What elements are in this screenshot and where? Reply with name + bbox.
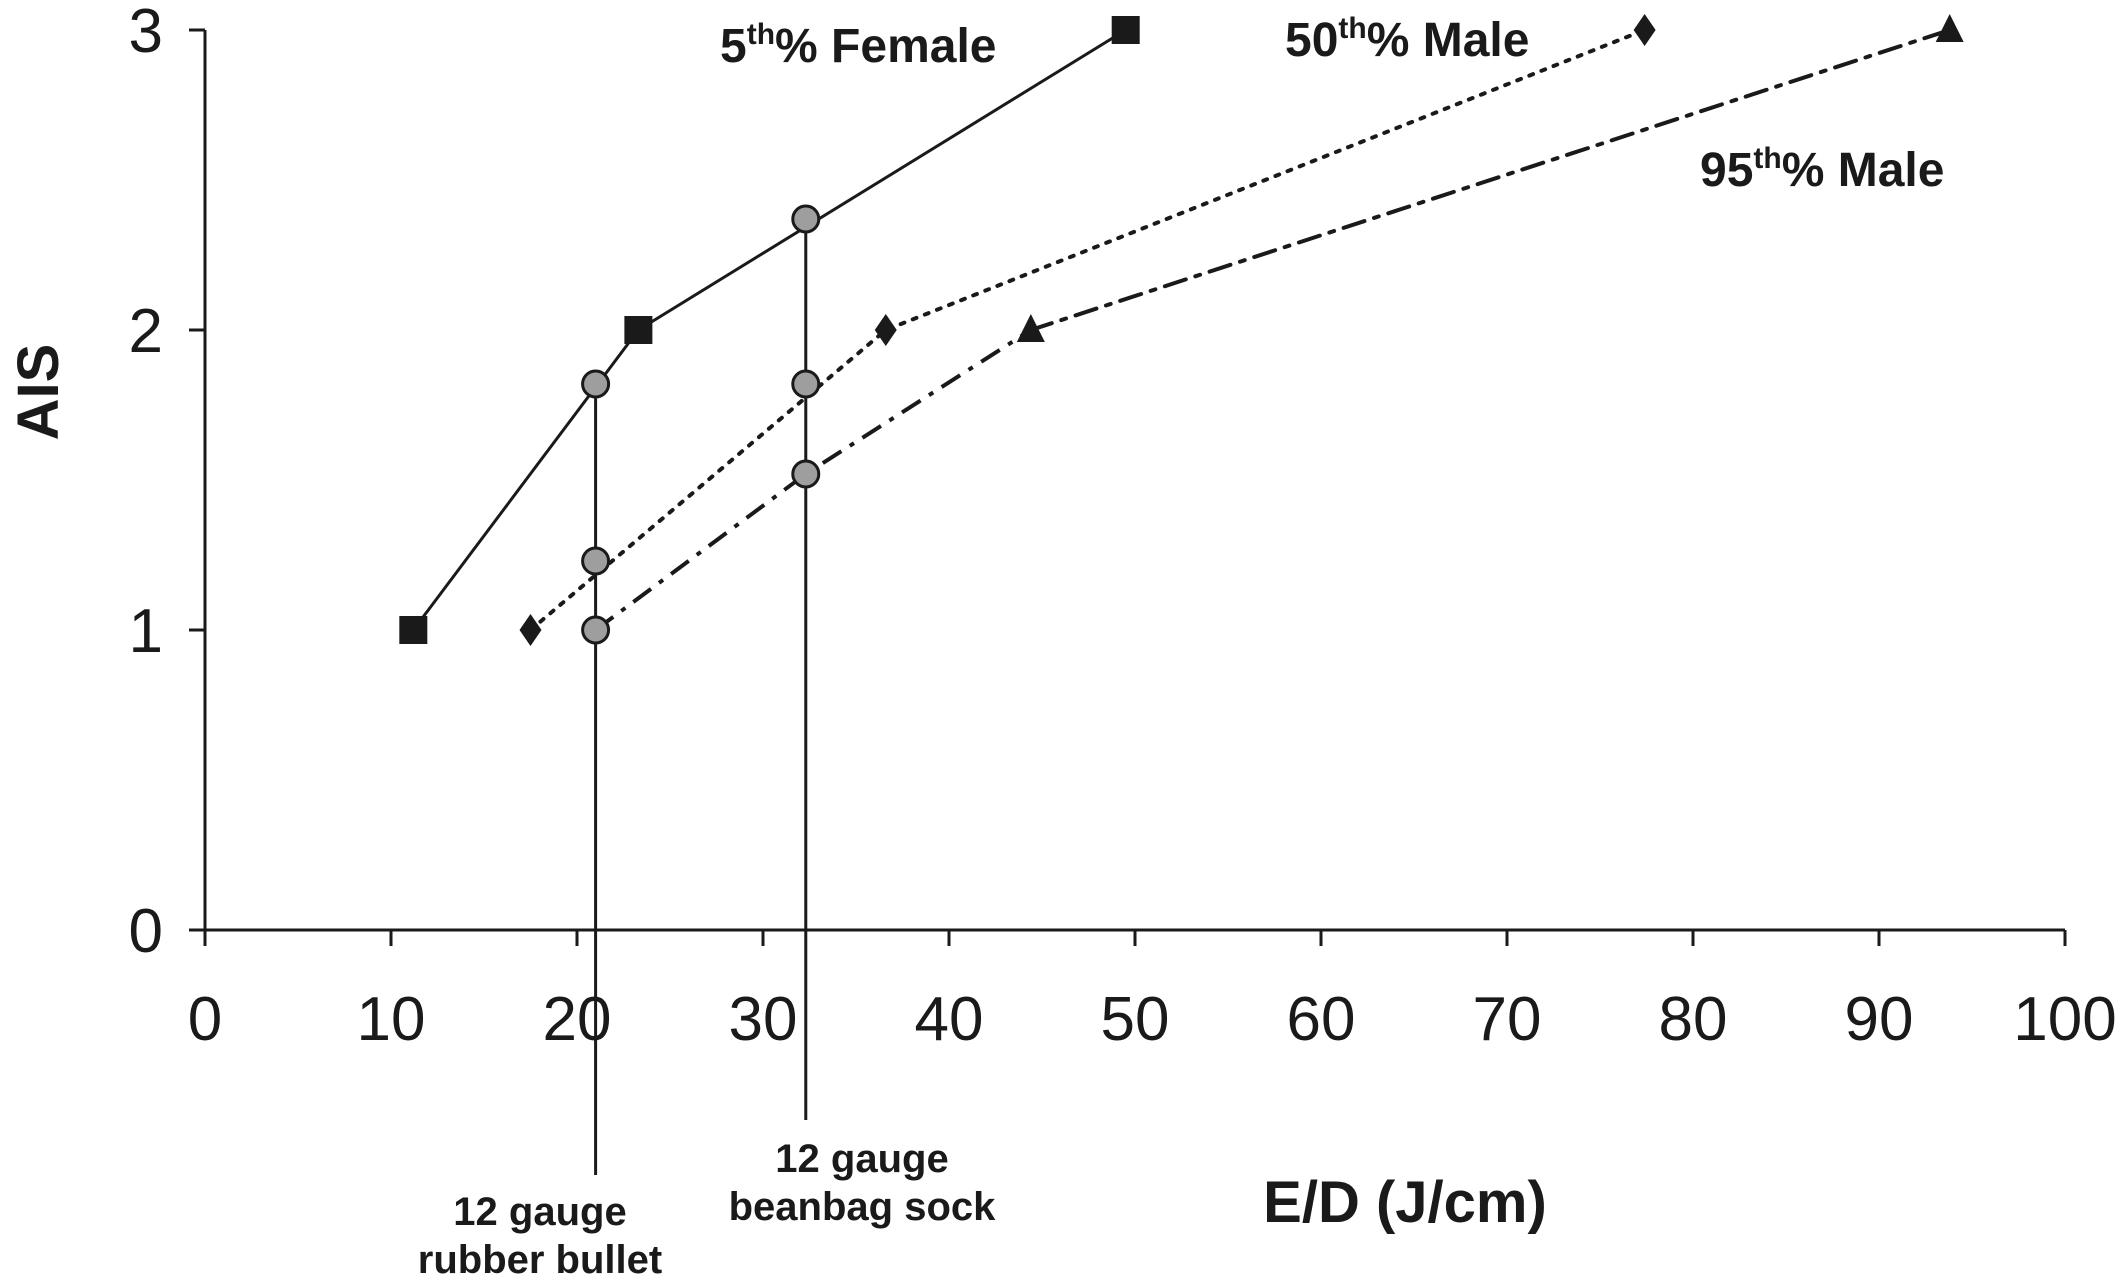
series-label-number: 50	[1285, 14, 1338, 67]
intersection-circle	[791, 204, 821, 234]
series-markers	[399, 14, 1964, 646]
marker-diamond	[519, 614, 542, 646]
marker-square	[624, 316, 653, 344]
series-label-superscript: th	[1753, 142, 1781, 175]
series-label-2: 50th% Male	[1285, 12, 1529, 67]
y-tick-label: 1	[129, 597, 163, 666]
y-tick-label: 3	[129, 0, 163, 66]
marker-triangle	[1016, 314, 1045, 342]
series-label-text: % Male	[1367, 14, 1530, 67]
x-tick-label: 70	[1473, 985, 1542, 1054]
annotation-label-line: rubber bullet	[418, 1238, 662, 1282]
intersection-circle	[581, 546, 611, 576]
y-axis-title: AIS	[6, 344, 71, 441]
annotation-label-line: 12 gauge	[775, 1137, 948, 1181]
intersection-markers	[581, 204, 821, 645]
series-label-number: 95	[1700, 144, 1753, 197]
x-tick-label: 60	[1287, 985, 1356, 1054]
intersection-circle	[791, 369, 821, 399]
series-label-text: % Male	[1782, 144, 1945, 197]
x-tick-label: 80	[1659, 985, 1728, 1054]
intersection-circle	[581, 369, 611, 399]
x-tick-label: 90	[1845, 985, 1914, 1054]
series-line-3-lower	[594, 328, 1032, 632]
y-tick-label: 0	[129, 897, 163, 966]
marker-triangle	[1935, 14, 1964, 42]
series-label-number: 5	[720, 20, 747, 73]
x-tick-label: 40	[915, 985, 984, 1054]
marker-diamond	[1633, 14, 1656, 46]
series-label-1: 5th% Female	[720, 18, 996, 73]
x-tick-label: 0	[188, 985, 222, 1054]
x-tick-label: 50	[1101, 985, 1170, 1054]
annotation-lines	[594, 219, 808, 1175]
annotation-label-line: beanbag sock	[729, 1185, 997, 1229]
x-tick-label: 10	[357, 985, 426, 1054]
marker-square	[399, 616, 428, 644]
series-label-superscript: th	[1338, 12, 1366, 45]
series-label-text: % Female	[775, 20, 996, 73]
annotation-label: 12 gauge beanbag sock	[729, 1137, 997, 1229]
x-tick-label: 30	[729, 985, 798, 1054]
series-label-3: 95th% Male	[1700, 142, 1944, 197]
series-label-superscript: th	[747, 18, 775, 51]
annotation-label: 12 gauge rubber bullet	[418, 1190, 662, 1282]
x-tick-label: 20	[543, 985, 612, 1054]
series-line-3	[1028, 28, 1952, 332]
intersection-circle	[791, 459, 821, 489]
marker-square	[1111, 16, 1140, 44]
series-line-2	[528, 28, 1647, 632]
axes: 0 10 20 30 40 50 60 70 80 90 100 0 1 2 3	[129, 0, 2117, 1054]
y-tick-label: 2	[129, 297, 163, 366]
annotation-label-line: 12 gauge	[453, 1190, 626, 1234]
marker-diamond	[874, 314, 897, 346]
series-line-1	[411, 28, 1128, 632]
x-tick-label: 100	[2013, 985, 2116, 1054]
intersection-circle	[581, 615, 611, 645]
x-axis-title: E/D (J/cm)	[1263, 1170, 1547, 1235]
